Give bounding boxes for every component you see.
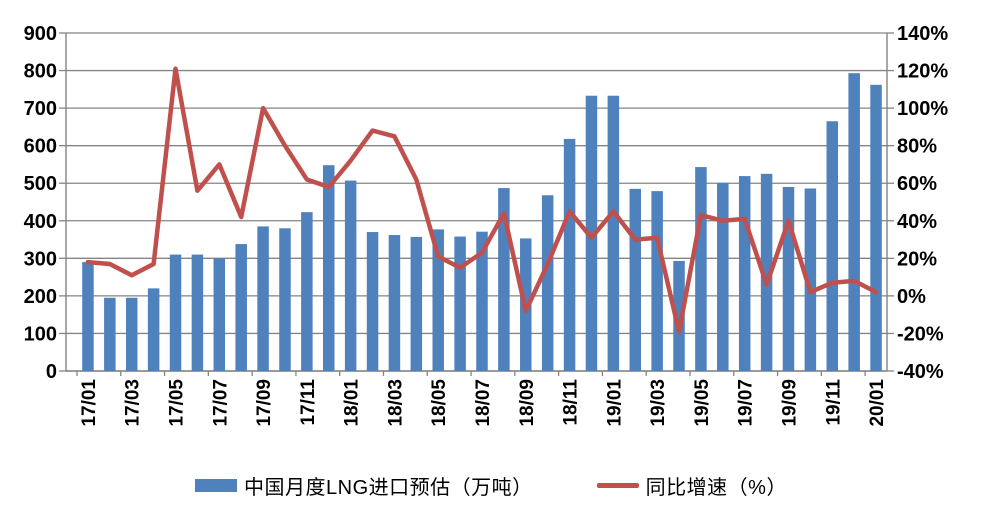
bar	[235, 244, 247, 371]
bar	[213, 258, 226, 371]
bar	[848, 73, 860, 371]
bar	[782, 186, 795, 371]
bar	[607, 95, 620, 372]
bar	[388, 235, 401, 371]
right-axis-label: 20%	[897, 248, 937, 270]
bar	[82, 262, 94, 371]
right-axis-label: 120%	[897, 61, 948, 83]
bar-series-swatch-icon	[195, 479, 238, 492]
line-series-label: 同比增速（%）	[645, 477, 787, 499]
left-axis-label: 100	[24, 323, 57, 345]
bar	[323, 165, 335, 371]
right-axis-label: 100%	[897, 98, 948, 120]
right-axis-label: 80%	[897, 136, 937, 158]
left-axis-label: 800	[24, 61, 57, 83]
x-axis-label: 17/09	[254, 379, 275, 427]
right-axis-label: 140%	[897, 23, 948, 45]
x-axis-label: 20/01	[867, 379, 888, 427]
left-axis-label: 600	[24, 136, 57, 158]
bar	[563, 138, 576, 371]
left-axis-label: 700	[24, 98, 57, 120]
left-axis-label: 500	[24, 173, 57, 195]
bar	[257, 226, 269, 371]
bar	[651, 191, 663, 371]
bar	[585, 95, 598, 372]
bar	[870, 84, 882, 372]
bar	[476, 231, 488, 371]
bar	[738, 176, 751, 371]
left-axis-label: 200	[24, 286, 57, 308]
bar-series-label: 中国月度LNG进口预估（万吨）	[244, 477, 533, 499]
bar	[717, 182, 729, 371]
x-axis-label: 18/07	[473, 379, 494, 427]
left-axis-label: 300	[24, 248, 57, 270]
bar	[541, 195, 554, 371]
bar	[191, 254, 204, 371]
right-axis-label: -40%	[897, 361, 944, 383]
bar	[804, 188, 817, 371]
x-axis-label: 18/01	[342, 379, 363, 427]
line-series-swatch-icon	[596, 483, 639, 488]
x-axis-label: 19/07	[736, 379, 757, 427]
bar	[432, 229, 444, 371]
legend-item-line-series: 同比增速（%）	[596, 471, 787, 500]
x-axis-label: 19/03	[648, 379, 669, 427]
bar	[410, 236, 423, 371]
chart-legend: 中国月度LNG进口预估（万吨） 同比增速（%）	[0, 471, 982, 500]
x-axis-label: 18/05	[429, 379, 450, 427]
bar	[104, 297, 116, 371]
x-axis-label: 17/01	[79, 379, 100, 427]
x-axis-label: 17/11	[298, 379, 319, 426]
right-axis-label: 40%	[897, 211, 937, 233]
right-axis-label: 0%	[897, 286, 926, 308]
bar	[147, 288, 160, 371]
x-axis-label: 17/07	[210, 379, 231, 427]
bar	[169, 254, 182, 371]
bar	[826, 121, 839, 371]
bar	[629, 188, 641, 371]
x-axis-label: 19/09	[779, 379, 800, 427]
x-axis-label: 19/11	[823, 379, 844, 426]
left-axis-label: 900	[24, 23, 57, 45]
x-axis-label: 19/01	[604, 379, 625, 427]
bar	[498, 188, 510, 371]
x-axis-label: 19/05	[692, 379, 713, 427]
bar	[454, 236, 466, 371]
right-axis-label: -20%	[897, 323, 944, 345]
growth-line	[85, 66, 879, 334]
bar	[344, 180, 357, 371]
left-axis-label: 0	[46, 361, 57, 383]
right-axis-label: 60%	[897, 173, 937, 195]
bar	[673, 260, 685, 371]
bar	[125, 297, 138, 371]
bar	[301, 212, 313, 371]
x-axis-label: 17/05	[167, 379, 188, 427]
x-axis-label: 18/09	[517, 379, 538, 427]
x-axis-label: 18/11	[561, 379, 582, 426]
x-axis-label: 18/03	[385, 379, 406, 427]
bar	[366, 232, 379, 371]
x-axis-label: 17/03	[123, 379, 144, 427]
bar	[760, 173, 773, 371]
bar	[279, 228, 291, 371]
bar	[695, 167, 707, 371]
legend-item-bar-series: 中国月度LNG进口预估（万吨）	[195, 471, 533, 500]
left-axis-label: 400	[24, 211, 57, 233]
